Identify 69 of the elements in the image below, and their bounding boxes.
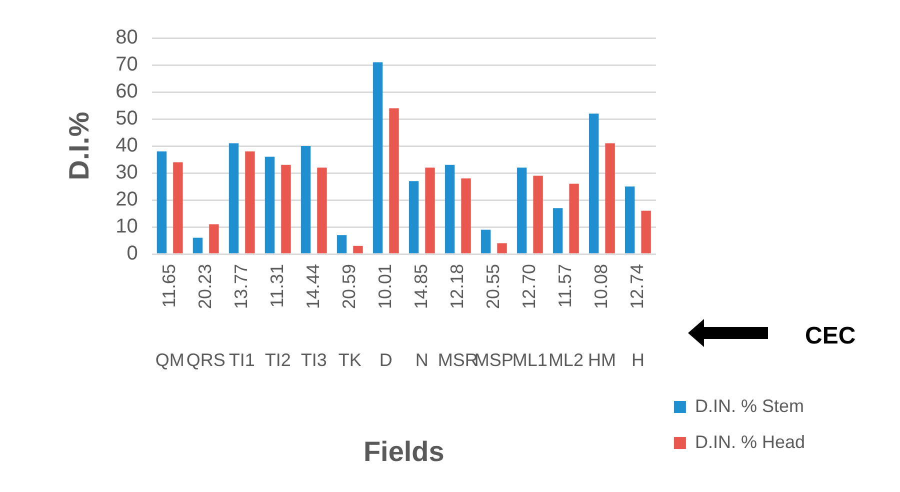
bar <box>209 224 219 254</box>
x-tick-label: HM <box>588 350 616 370</box>
bar <box>228 143 239 254</box>
bar <box>156 151 167 254</box>
bar <box>173 162 183 254</box>
text: 20.59 <box>338 264 359 310</box>
bar <box>281 164 291 254</box>
bar <box>569 184 579 254</box>
text: 10.08 <box>590 264 611 310</box>
bar <box>245 151 255 254</box>
text: 12.74 <box>626 264 647 310</box>
bar <box>497 243 507 254</box>
x-tick-label: TK <box>338 350 362 370</box>
x-tick-label: ML2 <box>548 350 584 370</box>
bar <box>353 246 363 254</box>
bar <box>317 168 327 254</box>
bar <box>444 164 455 254</box>
x-tick-label: ML1 <box>512 350 548 370</box>
bar <box>480 230 491 254</box>
legend-label: D.IN. % Stem <box>694 396 804 416</box>
y-tick-label: 60 <box>116 80 138 103</box>
bar <box>300 146 311 254</box>
x-tick-label: TI2 <box>264 350 291 370</box>
text: CEC <box>805 322 856 350</box>
text: 12.70 <box>518 264 539 310</box>
bar <box>461 178 471 254</box>
y-tick-label: 40 <box>116 134 138 157</box>
text: 13.77 <box>230 264 251 310</box>
x-tick-label: QRS <box>186 350 226 370</box>
text: 20.23 <box>194 264 215 310</box>
bar <box>624 186 635 254</box>
text: 14.85 <box>410 264 431 310</box>
bar <box>425 168 435 254</box>
x-axis-title: Fields <box>363 436 444 467</box>
y-tick-label: 10 <box>116 216 138 238</box>
bar <box>641 210 651 254</box>
y-tick-label: 80 <box>116 26 138 49</box>
bar <box>336 235 347 254</box>
text: 10.01 <box>374 264 395 310</box>
bar <box>372 62 383 254</box>
legend-label: D.IN. % Head <box>694 432 806 452</box>
bar <box>264 156 275 254</box>
x-tick-label: TI1 <box>228 350 255 370</box>
x-tick-label: QM <box>155 350 184 370</box>
text: 11.31 <box>266 264 287 308</box>
x-tick-label: N <box>415 350 428 370</box>
x-tick-label: TI3 <box>300 350 327 370</box>
y-axis-title: D.I.% <box>64 112 95 180</box>
y-tick-label: 0 <box>126 242 138 265</box>
text: 14.44 <box>302 264 323 310</box>
y-tick-label: 30 <box>116 162 138 184</box>
bar <box>605 143 615 254</box>
x-tick-label: D <box>379 350 392 370</box>
text: 11.57 <box>554 264 575 308</box>
y-tick-label: 70 <box>116 54 138 76</box>
bar <box>192 238 203 254</box>
x-tick-label: H <box>631 350 644 370</box>
x-tick-label: MSP <box>474 350 514 370</box>
bar <box>389 108 399 254</box>
y-tick-label: 20 <box>116 188 138 211</box>
text: 11.65 <box>158 264 179 308</box>
bar <box>588 114 599 254</box>
bar <box>516 168 527 254</box>
text: 20.55 <box>482 264 503 310</box>
bar <box>552 208 563 254</box>
text: 12.18 <box>446 264 467 310</box>
y-tick-label: 50 <box>116 108 138 130</box>
bar <box>408 181 419 254</box>
bar <box>533 176 543 254</box>
